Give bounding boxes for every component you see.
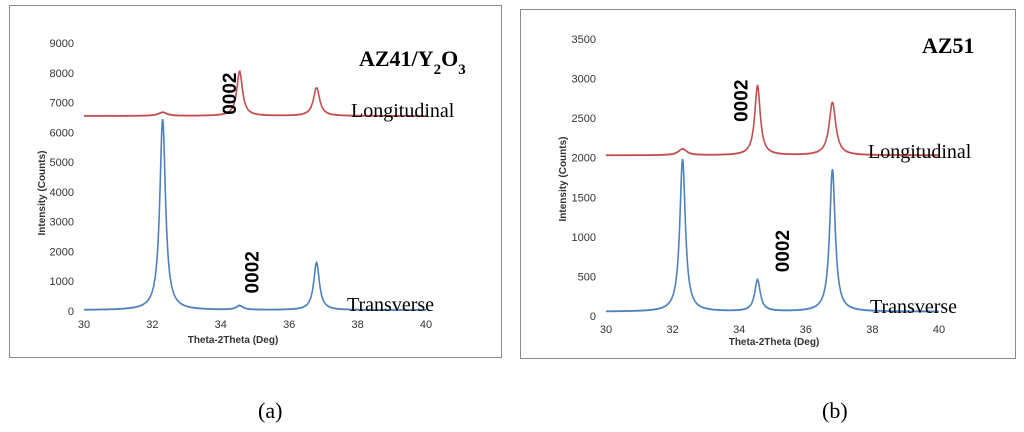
xrd-chart-a: 0 1000 2000 3000 4000 5000 6000 7000 8000 9000 30 3… bbox=[37, 38, 466, 346]
series-line-transverse-a bbox=[83, 119, 427, 312]
y-tick-label: 8000 bbox=[50, 68, 74, 80]
y-axis-title-b: Intensity (Counts) bbox=[558, 137, 569, 222]
chart-frame-b bbox=[520, 9, 1016, 359]
y-tick-label: 500 bbox=[578, 271, 596, 283]
y-tick-label: 9000 bbox=[50, 38, 74, 50]
y-tick-label: 6000 bbox=[50, 127, 74, 139]
y-axis-title-a: Intensity (Counts) bbox=[37, 151, 48, 236]
panel-caption-b: (b) bbox=[822, 398, 848, 423]
y-tick-label: 5000 bbox=[50, 157, 74, 169]
y-tick-label: 0 bbox=[590, 311, 596, 323]
series-line-longitudinal-b bbox=[605, 84, 940, 157]
y-tick-label: 3000 bbox=[50, 217, 74, 229]
peak-annotation-0002: 0002 bbox=[732, 80, 753, 122]
x-tick-label: 38 bbox=[866, 324, 878, 336]
chart-frame-a bbox=[9, 5, 502, 358]
y-tick-label: 0 bbox=[68, 306, 74, 318]
series-label-transverse-a: Transverse bbox=[347, 294, 434, 316]
peak-annotation-0002: 0002 bbox=[220, 72, 241, 114]
x-tick-label: 36 bbox=[800, 324, 812, 336]
x-axis-title-a: Theta-2Theta (Deg) bbox=[188, 335, 279, 346]
chart-title-b: AZ51 bbox=[922, 33, 975, 58]
x-axis-title-b: Theta-2Theta (Deg) bbox=[729, 337, 820, 348]
x-tick-label: 30 bbox=[600, 324, 612, 336]
y-tick-label: 2000 bbox=[572, 153, 596, 165]
y-tick-label: 2500 bbox=[572, 113, 596, 125]
chart-title-a: AZ41/Y2O3 bbox=[359, 46, 466, 78]
x-tick-label: 40 bbox=[420, 319, 432, 331]
peak-annotation-0002: 0002 bbox=[773, 230, 794, 272]
x-tick-label: 30 bbox=[78, 319, 90, 331]
y-tick-label: 3500 bbox=[572, 34, 596, 46]
series-line-longitudinal-a bbox=[83, 70, 427, 118]
series-label-transverse-b: Transverse bbox=[870, 296, 957, 318]
xrd-chart-b: 0 500 1000 1500 2000 2500 3000 3500 30 32 34 36 38 40… bbox=[558, 33, 975, 348]
x-tick-label: 32 bbox=[146, 319, 158, 331]
x-tick-label: 36 bbox=[283, 319, 295, 331]
x-tick-label: 34 bbox=[215, 319, 227, 331]
y-tick-label: 1500 bbox=[572, 192, 596, 204]
peak-annotation-0002: 0002 bbox=[242, 251, 263, 293]
x-tick-label: 40 bbox=[933, 324, 945, 336]
x-tick-label: 34 bbox=[733, 324, 745, 336]
x-tick-label: 32 bbox=[666, 324, 678, 336]
y-tick-label: 2000 bbox=[50, 246, 74, 258]
y-tick-label: 1000 bbox=[572, 232, 596, 244]
y-tick-label: 3000 bbox=[572, 74, 596, 86]
y-tick-label: 7000 bbox=[50, 98, 74, 110]
x-tick-label: 38 bbox=[351, 319, 363, 331]
series-label-longitudinal-a: Longitudinal bbox=[351, 100, 455, 122]
series-line-transverse-b bbox=[605, 158, 940, 313]
series-label-longitudinal-b: Longitudinal bbox=[868, 141, 972, 163]
y-tick-label: 4000 bbox=[50, 187, 74, 199]
y-tick-label: 1000 bbox=[50, 276, 74, 288]
panel-caption-a: (a) bbox=[258, 398, 283, 423]
